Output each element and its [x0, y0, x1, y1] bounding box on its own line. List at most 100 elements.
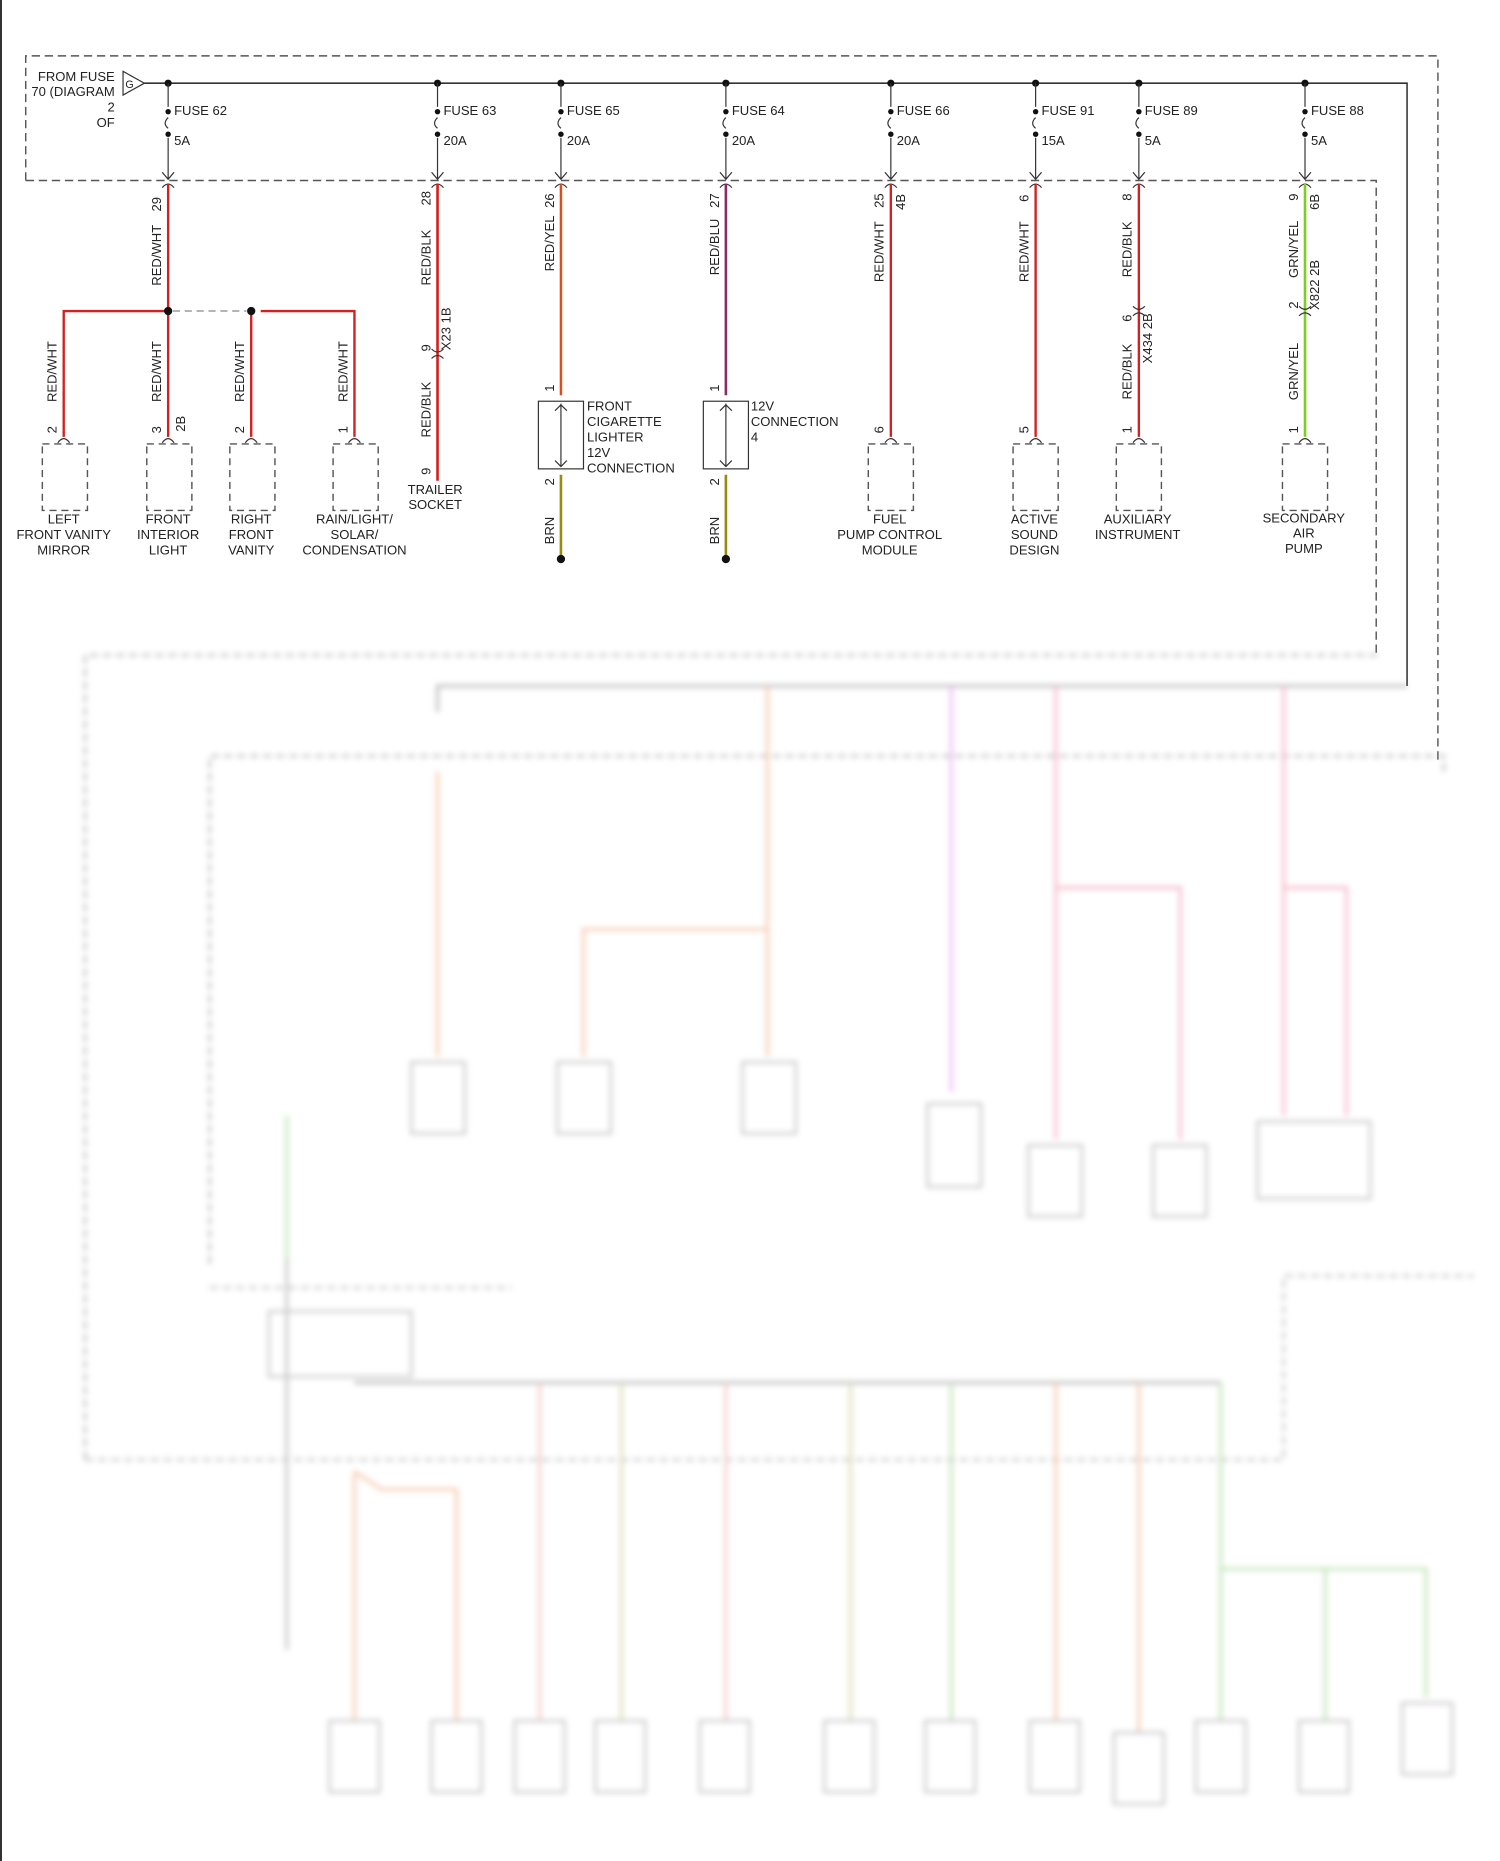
component-label: LIGHTER [587, 430, 644, 445]
connector-icon [161, 438, 175, 444]
fuse-icon [884, 83, 898, 181]
inline-connector-icon [431, 348, 444, 359]
pin-number: 1 [707, 385, 722, 392]
fuse-name: FUSE 88 [1311, 103, 1364, 118]
source-line: FROM FUSE [38, 69, 115, 84]
component-label: 12V [587, 445, 611, 460]
component-box [537, 400, 585, 470]
pin-number: 29 [149, 197, 164, 212]
component-box [229, 443, 276, 512]
circuit-fuse-66: 25 4B RED/WHT 6 FUEL PUMP CONTROL MODULE [837, 184, 942, 557]
pin-number: 1 [335, 426, 350, 433]
wire-color-label: RED/WHT [335, 341, 350, 402]
pin-number: 8 [1120, 193, 1135, 200]
fuse-icon [1132, 83, 1146, 181]
pin-number: 9 [418, 344, 433, 351]
pin-number: 5 [1017, 426, 1032, 433]
wire-color-label: RED/BLU [707, 219, 722, 276]
fuse-rating: 5A [174, 133, 190, 148]
connector-icon [884, 438, 898, 444]
fuse-terminal [558, 131, 564, 137]
fuse-name: FUSE 63 [443, 103, 496, 118]
pin-number: 2B [173, 416, 188, 432]
component-label: FRONT VANITY [16, 527, 111, 542]
inline-connector-icon [1298, 305, 1312, 317]
component-label: SOLAR/ [331, 527, 379, 542]
circuit-fuse-65: 26 RED/YEL 1 FRONT CIGARETTE LIGHTER 12V… [537, 184, 675, 564]
splice-dot [163, 306, 173, 316]
fuse-terminal [1032, 131, 1039, 137]
inline-connector-icon [1132, 305, 1146, 317]
connector-icon [1029, 438, 1043, 444]
component-label: INSTRUMENT [1095, 527, 1181, 542]
component-label: PUMP CONTROL [837, 527, 942, 542]
pin-number: 6 [1120, 315, 1135, 322]
fuse-terminal [165, 131, 171, 137]
wire-color-label: RED/BLK [1120, 221, 1135, 277]
connector-letter: G [125, 79, 133, 91]
wire-color-label: RED/WHT [232, 341, 247, 402]
component-label: PUMP [1285, 541, 1323, 556]
connector-icon [348, 438, 361, 444]
wire-color-label: BRN [542, 517, 557, 545]
pin-number: 1 [542, 385, 557, 392]
component-label: AUXILIARY [1104, 511, 1172, 526]
fuse-terminal [888, 108, 894, 115]
component-label: SECONDARY [1263, 510, 1346, 525]
component-label: TRAILER [408, 482, 463, 497]
pin-number: 27 [707, 193, 722, 208]
fuse-7: FUSE 88 5A [1298, 79, 1364, 189]
wire-color-label: RED/YEL [542, 215, 557, 271]
power-bus [144, 82, 1408, 687]
fuse-rating: 20A [732, 133, 756, 148]
wire-color-label: RED/WHT [872, 221, 887, 282]
pin-number: 25 [872, 193, 887, 208]
fuse-terminal [723, 108, 729, 115]
component-label: LIGHT [149, 542, 187, 557]
source-line: OF [97, 115, 115, 130]
fuse-icon [1298, 83, 1312, 181]
fuse-terminal [723, 131, 729, 137]
component-label: MIRROR [37, 542, 90, 557]
pin-number: 2 [707, 478, 722, 485]
connector-icon [1298, 438, 1312, 444]
component-label: FRONT [146, 511, 191, 526]
fuse-terminal [1032, 108, 1039, 115]
socket-icon [719, 403, 733, 468]
connector-label: X822 2B [1307, 260, 1322, 310]
component-label: AIR [1293, 526, 1315, 541]
fuse-rating: 5A [1311, 133, 1327, 148]
pin-number: 2 [1286, 301, 1301, 308]
wire-color-label: GRN/YEL [1286, 221, 1301, 278]
fuse-rating: 5A [1145, 133, 1161, 148]
source-label: FROM FUSE 70 (DIAGRAM 2 OF [31, 69, 115, 130]
fuse-name: FUSE 91 [1042, 103, 1095, 118]
pin-number: 6 [1017, 195, 1032, 202]
component-label: CONDENSATION [302, 542, 406, 557]
wire-color-label: RED/WHT [45, 341, 60, 402]
fuse-icon [554, 83, 568, 181]
pin-number: 2 [45, 426, 60, 433]
fuse-3: FUSE 64 20A [719, 79, 785, 189]
fuse-icon [719, 83, 733, 181]
connector-label: X434 2B [1140, 313, 1155, 363]
fuse-name: FUSE 64 [732, 103, 785, 118]
component-label: VANITY [228, 542, 274, 557]
wire-color-label: RED/BLK [418, 229, 433, 285]
component-box [1281, 443, 1329, 512]
module-border [25, 179, 1377, 656]
fuse-name: FUSE 66 [897, 103, 950, 118]
circuit-fuse-91: 6 RED/WHT 5 ACTIVE SOUND DESIGN [1009, 184, 1059, 557]
wire [62, 309, 356, 437]
fuse-6: FUSE 89 5A [1132, 79, 1198, 189]
component-box [1012, 443, 1059, 512]
fuse-name: FUSE 65 [567, 103, 620, 118]
component-label: ACTIVE [1011, 511, 1058, 526]
component-label: LEFT [48, 511, 80, 526]
component-label: CONNECTION [587, 460, 675, 475]
component-label: 12V [751, 399, 775, 414]
